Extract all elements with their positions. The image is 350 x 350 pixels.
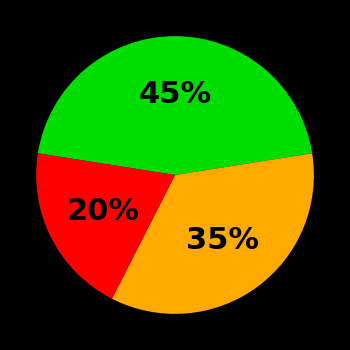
Wedge shape [36,153,175,299]
Wedge shape [38,36,312,175]
Text: 20%: 20% [67,197,140,226]
Text: 45%: 45% [139,80,211,109]
Wedge shape [112,153,314,314]
Text: 35%: 35% [186,226,259,255]
